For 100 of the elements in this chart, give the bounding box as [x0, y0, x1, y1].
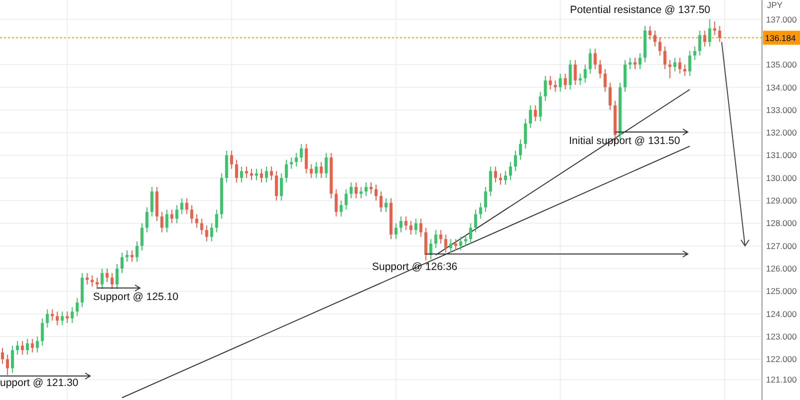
candlestick — [354, 182, 358, 199]
candlestick — [624, 60, 627, 92]
candlestick — [380, 191, 382, 212]
candlestick — [504, 170, 508, 186]
y-tick-label: 133.000 — [766, 104, 797, 115]
candlestick — [120, 252, 124, 274]
candlestick — [20, 340, 24, 356]
candlestick — [205, 224, 208, 242]
candlestick — [653, 30, 656, 47]
candlestick — [678, 57, 682, 74]
candlestick — [459, 236, 462, 251]
y-tick-label: 134.000 — [766, 82, 797, 92]
candlestick — [145, 206, 148, 233]
y-tick-label: 132.000 — [766, 128, 797, 138]
candlestick — [668, 60, 672, 79]
candlestick — [264, 166, 268, 183]
candlestick — [673, 57, 676, 72]
candlestick — [195, 214, 198, 228]
candlestick — [434, 230, 438, 249]
candlestick — [538, 91, 542, 122]
candlestick — [56, 311, 59, 326]
y-tick-label: 123.000 — [766, 332, 797, 342]
candlestick — [284, 159, 288, 183]
candlestick — [180, 198, 184, 215]
candlestick — [718, 26, 722, 42]
candlestick — [608, 82, 612, 110]
candlestick — [10, 345, 14, 374]
candlestick — [544, 75, 547, 102]
candlestick — [350, 182, 353, 199]
candlestick — [360, 186, 363, 199]
candlestick — [693, 46, 696, 61]
candlestick — [419, 218, 422, 238]
candlestick — [170, 209, 174, 224]
candlestick — [46, 308, 49, 328]
candlestick — [518, 138, 522, 160]
candlestick — [106, 268, 109, 283]
annotation: Support @ 125.10 — [93, 291, 179, 303]
candlestick — [260, 168, 263, 183]
candlestick — [658, 36, 662, 56]
candlestick — [344, 188, 348, 210]
candlestick — [648, 26, 652, 40]
y-tick-label: 130.000 — [766, 172, 797, 183]
candlestick — [6, 354, 9, 376]
candlestick — [409, 220, 412, 236]
y-tick-label: 121.100 — [766, 374, 797, 385]
candlestick — [454, 238, 458, 251]
candlestick — [564, 73, 567, 90]
candlestick — [404, 216, 408, 231]
candlestick — [150, 186, 154, 217]
candlestick — [294, 152, 298, 168]
candlestick — [514, 150, 517, 172]
candlestick — [240, 166, 244, 183]
candlestick — [280, 172, 283, 202]
candlestick — [36, 336, 39, 353]
candlestick — [429, 238, 432, 260]
y-tick-label: 129.000 — [766, 196, 797, 206]
candlestick — [474, 209, 478, 233]
candlestick — [534, 104, 537, 122]
candlestick — [414, 218, 418, 236]
candlestick — [683, 64, 686, 76]
candlestick — [225, 150, 228, 183]
candlestick — [394, 222, 398, 240]
candlestick — [310, 164, 313, 178]
candlestick — [374, 184, 378, 202]
candlestick — [598, 60, 602, 79]
candlestick — [175, 204, 178, 224]
candlestick — [324, 152, 328, 178]
candlestick — [703, 30, 706, 47]
candlestick — [439, 230, 442, 244]
candlestick — [638, 52, 642, 70]
candlestick — [200, 218, 204, 236]
annotation: Potential resistance @ 137.50 — [570, 4, 710, 16]
candlestick — [449, 238, 452, 254]
candlestick — [210, 222, 214, 242]
candlestick — [40, 318, 44, 346]
y-tick-label: 127.000 — [766, 240, 797, 251]
candlestick — [230, 150, 234, 170]
candlestick — [274, 170, 278, 202]
y-tick-label: 135.000 — [766, 60, 797, 70]
candlestick — [479, 202, 482, 220]
candlestick — [688, 50, 692, 76]
candlestick — [16, 340, 19, 356]
candlestick — [160, 211, 164, 233]
candlestick — [100, 268, 104, 290]
candlestick — [469, 222, 472, 244]
candlestick — [574, 60, 577, 86]
candlestick — [270, 166, 273, 181]
candlestick — [588, 48, 592, 74]
candlestick — [116, 264, 119, 290]
candlestick — [320, 162, 323, 178]
candlestick — [304, 143, 308, 174]
annotation: upport @ 121.30 — [0, 377, 79, 389]
y-tick-label: 137.000 — [766, 14, 797, 24]
candlestick — [165, 209, 168, 233]
candlestick — [340, 200, 343, 217]
y-tick-label: 128.000 — [766, 218, 797, 228]
candlestick — [0, 347, 4, 364]
candlestick — [464, 234, 468, 246]
candlestick — [508, 162, 512, 181]
y-tick-label: 124.000 — [766, 308, 797, 319]
